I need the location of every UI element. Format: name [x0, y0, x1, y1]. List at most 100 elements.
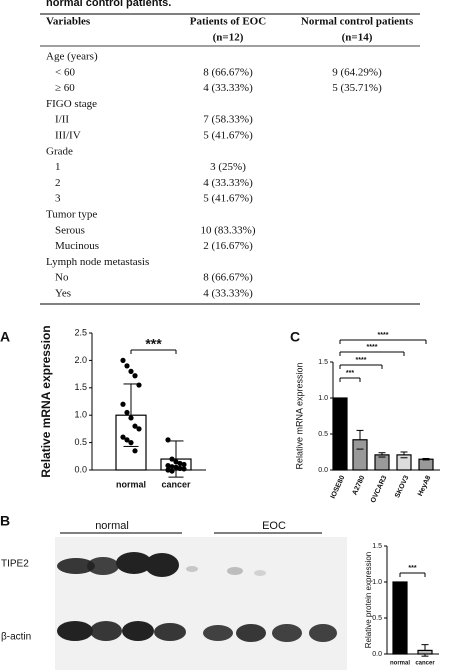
x-tick-label: cancer	[161, 479, 191, 489]
x-tick-label: HeyA8	[417, 475, 433, 498]
data-point	[173, 459, 179, 465]
row-label: Lymph node metastasis	[46, 256, 149, 268]
row-label: Grade	[46, 145, 73, 157]
row-label: Age (years)	[46, 51, 98, 63]
x-tick-label: cancer	[415, 661, 435, 667]
row-label: III/IV	[55, 130, 81, 142]
data-point	[181, 466, 187, 472]
y-tick-label: 0.0	[372, 651, 382, 658]
y-tick-label: 0.5	[74, 437, 87, 447]
row-label: < 60	[55, 66, 75, 78]
cell: 8 (66.67%)	[203, 66, 253, 78]
row-label: 3	[55, 193, 61, 205]
cell: 4 (33.33%)	[203, 82, 253, 94]
y-tick-label: 2.0	[74, 355, 87, 365]
significance-label: ***	[408, 565, 416, 572]
bar	[374, 454, 390, 471]
row-label: β-actin	[1, 632, 31, 643]
data-point	[136, 382, 142, 388]
bar	[352, 439, 368, 471]
x-tick-label: SKOV3	[394, 475, 410, 500]
cell: 10 (83.33%)	[201, 224, 256, 236]
cell: 4 (33.33%)	[203, 288, 253, 300]
y-tick-label: 2.5	[74, 327, 87, 337]
y-tick-label: 1.0	[372, 579, 382, 586]
y-tick-label: 0.5	[372, 615, 382, 622]
group-label: normal	[95, 520, 129, 532]
column-header: (n=14)	[342, 32, 373, 44]
row-label: Serous	[55, 224, 85, 236]
row-label: No	[55, 272, 69, 284]
data-point	[124, 409, 130, 416]
data-point	[120, 434, 126, 440]
bar	[392, 581, 408, 655]
data-point	[132, 373, 138, 379]
column-header: (n=12)	[213, 32, 244, 44]
cell: 4 (33.33%)	[203, 177, 253, 189]
data-point	[124, 363, 130, 369]
row-label: Tumor type	[46, 209, 97, 221]
row-label: TIPE2	[1, 559, 29, 570]
row-label: Yes	[55, 288, 71, 300]
y-tick-label: 0.5	[318, 431, 328, 438]
data-point	[132, 448, 138, 454]
cell: 5 (35.71%)	[332, 82, 382, 94]
significance-label: ****	[378, 332, 389, 339]
cell: 9 (64.29%)	[332, 66, 382, 78]
y-tick-label: 1.0	[318, 395, 328, 402]
y-tick-label: 1.5	[318, 359, 328, 366]
group-label: EOC	[262, 520, 286, 532]
significance-label: ****	[356, 357, 367, 364]
data-point	[169, 468, 175, 474]
x-tick-label: normal	[390, 661, 410, 667]
x-tick-label: normal	[116, 479, 146, 489]
data-point	[120, 401, 126, 407]
cell: 5 (41.67%)	[203, 130, 253, 142]
bar	[418, 458, 434, 471]
data-point	[128, 368, 134, 374]
cell: 3 (25%)	[210, 161, 246, 173]
y-axis-label: Relative protein expression	[364, 552, 373, 649]
y-axis-label: Relative mRNA expression	[39, 325, 53, 477]
panel-label: A	[0, 329, 10, 345]
data-point	[169, 456, 175, 462]
bar	[160, 458, 192, 471]
significance-label: ***	[145, 336, 162, 352]
panel-label: C	[290, 329, 300, 345]
data-point	[177, 465, 183, 471]
y-tick-label: 0.0	[318, 467, 328, 474]
data-point	[165, 463, 171, 469]
data-point	[173, 464, 179, 470]
data-point	[165, 437, 171, 443]
data-point	[124, 437, 130, 443]
caption: normal control patients.	[46, 0, 171, 9]
blot-bands	[57, 552, 337, 642]
x-tick-label: IOSE80	[330, 475, 347, 500]
bar	[396, 454, 412, 471]
cell: 7 (58.33%)	[203, 114, 253, 126]
panel-label: B	[0, 513, 10, 529]
column-header: Patients of EOC	[190, 16, 266, 28]
row-label: I/II	[55, 114, 69, 126]
y-tick-label: 0.0	[74, 464, 87, 474]
data-point	[177, 460, 183, 467]
bar	[332, 397, 348, 471]
data-point	[165, 467, 171, 473]
y-tick-label: 1.5	[372, 543, 382, 550]
data-point	[136, 426, 142, 432]
cell: 2 (16.67%)	[203, 240, 253, 252]
data-point	[169, 464, 175, 470]
y-tick-label: 1.0	[74, 410, 87, 420]
column-header: Normal control patients	[301, 16, 414, 28]
cell: 5 (41.67%)	[203, 193, 253, 205]
data-point	[120, 357, 126, 363]
bar	[417, 649, 433, 655]
x-tick-label: A2780	[351, 475, 366, 497]
x-tick-label: OVCAR3	[370, 475, 389, 504]
cell: 8 (66.67%)	[203, 272, 253, 284]
significance-label: ***	[346, 370, 354, 377]
row-label: FIGO stage	[46, 98, 97, 110]
significance-label: ****	[367, 344, 378, 351]
row-label: 1	[55, 161, 61, 173]
